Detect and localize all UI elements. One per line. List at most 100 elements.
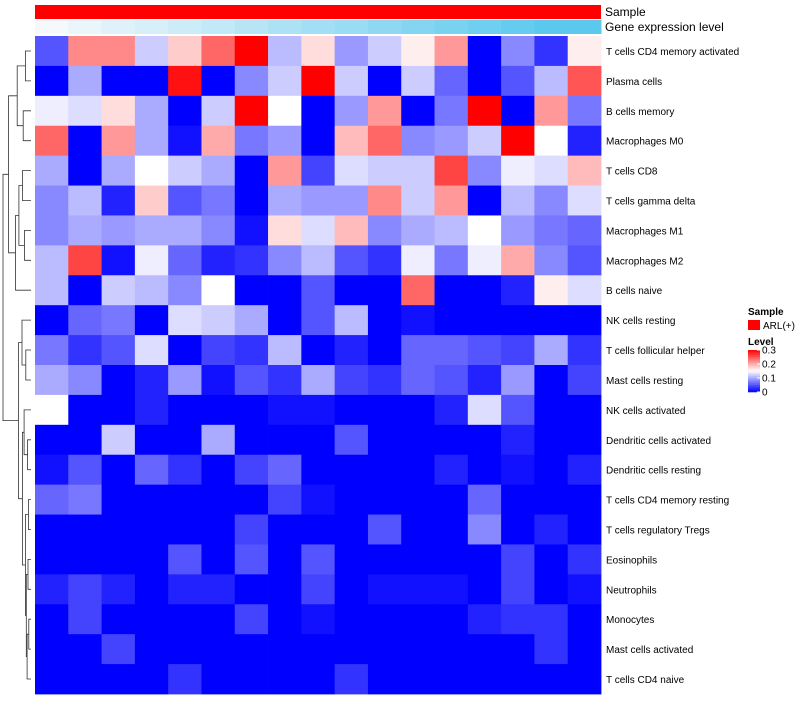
- row-label: B cells naive: [606, 286, 663, 297]
- heatmap-cell: [234, 664, 269, 695]
- row-label: Neutrophils: [606, 585, 657, 596]
- heatmap-cell: [168, 454, 202, 486]
- heatmap-cell: [501, 394, 535, 426]
- heatmap-cell: [334, 514, 369, 545]
- heatmap-cell: [35, 125, 69, 157]
- heatmap-cell: [234, 454, 269, 486]
- row-label: Dendritic cells resting: [606, 466, 701, 477]
- sample-annotation-bar: [35, 5, 601, 19]
- heatmap-cell: [501, 125, 535, 157]
- expression-annotation-cell: [68, 20, 103, 34]
- heatmap-cell: [268, 275, 302, 306]
- heatmap-cell: [35, 604, 69, 635]
- row-label: Dendritic cells activated: [606, 436, 711, 447]
- heatmap-cell: [68, 365, 102, 396]
- heatmap-cell: [301, 185, 336, 216]
- heatmap-cell: [134, 185, 169, 216]
- legend-sample-swatch: [748, 320, 760, 330]
- heatmap-cell: [234, 574, 269, 605]
- heatmap-cell: [268, 365, 302, 396]
- heatmap-cell: [467, 454, 502, 486]
- heatmap-cell: [234, 275, 269, 306]
- heatmap-cell: [367, 185, 402, 216]
- heatmap-cell: [434, 245, 469, 276]
- heatmap-cell: [234, 365, 269, 396]
- heatmap-cell: [334, 394, 369, 426]
- heatmap-cell: [268, 544, 302, 575]
- heatmap-cell: [434, 664, 469, 695]
- heatmap-cell: [534, 634, 569, 665]
- heatmap-cell: [434, 95, 469, 127]
- heatmap-cell: [334, 365, 369, 396]
- heatmap-cell: [201, 275, 236, 306]
- heatmap-cell: [534, 604, 569, 635]
- annotation-label-sample: Sample: [605, 5, 646, 19]
- heatmap-cell: [35, 275, 69, 306]
- heatmap-cell: [534, 544, 569, 575]
- heatmap-cell: [367, 574, 402, 605]
- legend-tick-label: 0.3: [762, 346, 776, 357]
- heatmap-cell: [501, 275, 535, 306]
- heatmap-cell: [201, 634, 236, 665]
- heatmap-cell: [101, 245, 136, 276]
- heatmap-cell: [501, 514, 535, 545]
- heatmap-cell: [234, 604, 269, 635]
- heatmap-cell: [101, 634, 136, 665]
- heatmap-cell: [168, 275, 202, 306]
- heatmap-cell: [301, 484, 336, 515]
- row-label: T cells CD4 memory activated: [606, 47, 739, 58]
- heatmap-cell: [467, 155, 502, 186]
- heatmap-cell: [367, 454, 402, 486]
- heatmap-cell: [234, 305, 269, 336]
- heatmap-cell: [68, 215, 102, 246]
- heatmap-cell: [35, 394, 69, 426]
- heatmap-cell: [501, 574, 535, 605]
- heatmap-cell: [567, 664, 602, 695]
- heatmap-cell: [134, 245, 169, 276]
- legend-color-bar: [748, 350, 760, 393]
- heatmap-cell: [134, 514, 169, 545]
- heatmap-cell: [101, 394, 136, 426]
- heatmap-cell: [35, 335, 69, 366]
- heatmap-cell: [567, 95, 602, 127]
- heatmap-cell: [234, 245, 269, 276]
- heatmap-cell: [68, 424, 102, 456]
- heatmap-cell: [168, 424, 202, 456]
- legend-bar-segment: [748, 351, 760, 354]
- heatmap-cell: [301, 604, 336, 635]
- row-label: T cells follicular helper: [606, 346, 705, 357]
- heatmap-cell: [401, 424, 435, 456]
- heatmap-cell: [201, 155, 236, 186]
- heatmap-cell: [334, 65, 369, 97]
- heatmap-cell: [334, 36, 369, 67]
- heatmap-cell: [467, 574, 502, 605]
- legend-bar-segment: [748, 390, 760, 393]
- heatmap-cell: [268, 185, 302, 216]
- heatmap-cell: [401, 604, 435, 635]
- heatmap-cell: [168, 604, 202, 635]
- heatmap-cell: [201, 245, 236, 276]
- heatmap-cell: [234, 544, 269, 575]
- heatmap-cell: [201, 604, 236, 635]
- heatmap-cell: [567, 125, 602, 157]
- heatmap-cell: [35, 365, 69, 396]
- heatmap-cell: [501, 484, 535, 515]
- heatmap-cell: [301, 305, 336, 336]
- legend-tick-label: 0.1: [762, 374, 776, 385]
- heatmap-cell: [201, 95, 236, 127]
- legend-bar-segment: [748, 358, 760, 361]
- heatmap-cell: [68, 664, 102, 695]
- heatmap-cell: [201, 335, 236, 366]
- heatmap-cell: [367, 544, 402, 575]
- legend-bar-segment: [748, 350, 760, 353]
- heatmap-cell: [234, 125, 269, 157]
- expression-annotation-cell: [134, 20, 169, 34]
- expression-annotation-cell: [367, 20, 402, 34]
- heatmap-cell: [268, 604, 302, 635]
- heatmap-cell: [134, 574, 169, 605]
- heatmap-cell: [101, 664, 136, 695]
- heatmap-cell: [401, 275, 435, 306]
- expression-annotation-cell: [567, 20, 602, 34]
- heatmap-cell: [301, 215, 336, 246]
- heatmap-cell: [401, 155, 435, 186]
